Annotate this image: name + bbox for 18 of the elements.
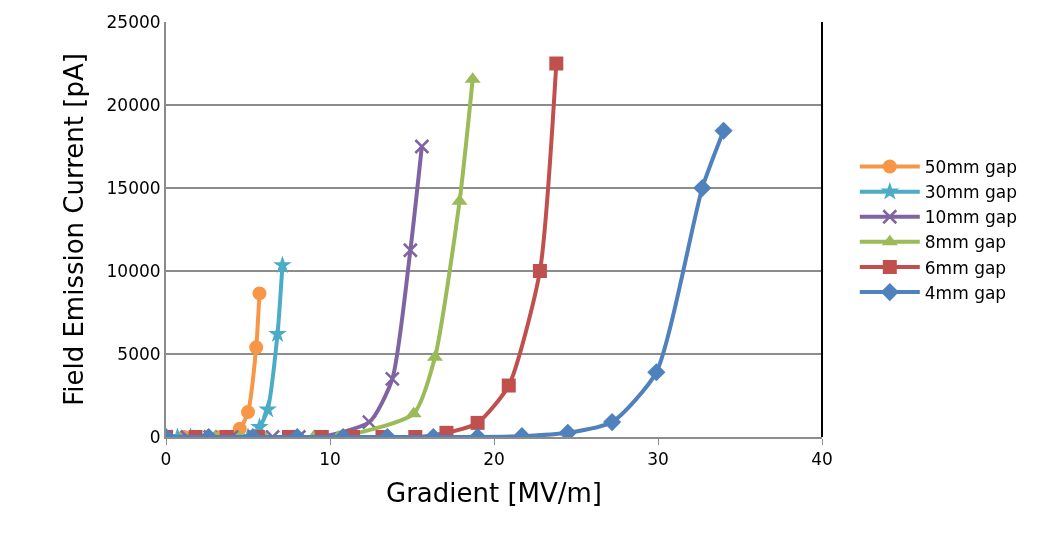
legend-label: 8mm gap bbox=[924, 232, 1007, 253]
x-tick-label: 20 bbox=[483, 449, 505, 470]
x-tick-label: 10 bbox=[319, 449, 341, 470]
x-axis-title: Gradient [MV/m] bbox=[385, 477, 603, 508]
y-tick-label: 10000 bbox=[106, 260, 161, 281]
y-tick-label: 25000 bbox=[106, 11, 161, 32]
y-tick-label: 5000 bbox=[117, 343, 161, 364]
x-tick-label: 40 bbox=[811, 449, 833, 470]
y-tick-label: 15000 bbox=[106, 177, 161, 198]
y-tick-label: 0 bbox=[149, 426, 161, 447]
legend-label: 50mm gap bbox=[924, 157, 1017, 178]
x-tick-label: 30 bbox=[647, 449, 669, 470]
legend-label: 10mm gap bbox=[924, 207, 1017, 228]
y-tick-label: 20000 bbox=[106, 94, 161, 115]
legend-label: 6mm gap bbox=[924, 257, 1007, 278]
legend-label: 30mm gap bbox=[924, 182, 1017, 203]
legend-label: 4mm gap bbox=[924, 282, 1007, 303]
y-axis-title: Field Emission Current [pA] bbox=[59, 53, 90, 406]
